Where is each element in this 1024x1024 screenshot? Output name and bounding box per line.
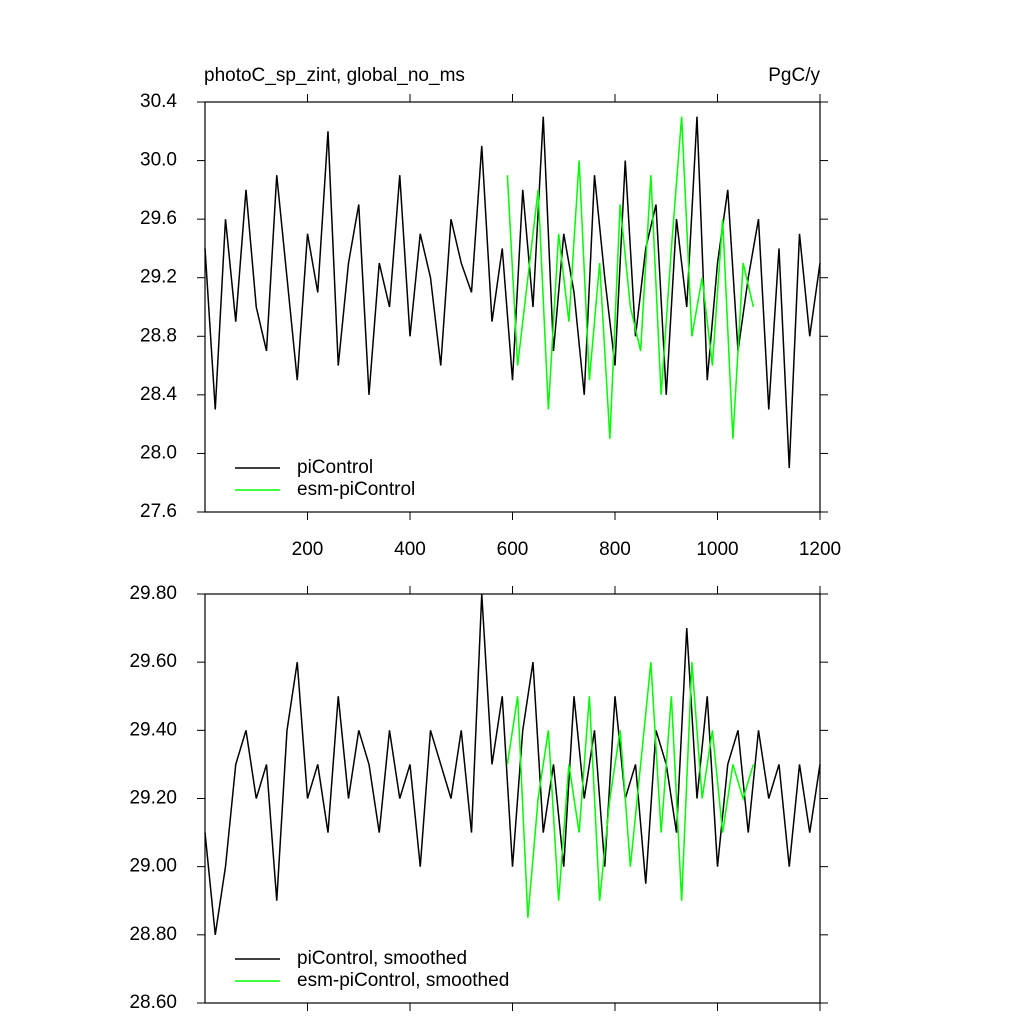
y-tick-label: 30.4	[140, 91, 177, 112]
data-line	[506, 116, 755, 439]
x-tick-label: 400	[394, 539, 426, 560]
y-tick-label: 29.60	[129, 651, 177, 672]
legend-label: esm-piControl, smoothed	[297, 970, 509, 991]
x-tick-label: 1000	[696, 539, 738, 560]
plot-frame	[204, 101, 821, 513]
y-tick-label: 28.4	[140, 384, 177, 405]
y-tick-label: 28.8	[140, 325, 177, 346]
y-tick-label: 29.80	[129, 583, 177, 604]
legend-label: piControl, smoothed	[297, 948, 467, 969]
x-tick-label: 800	[599, 539, 631, 560]
legend-label: esm-piControl	[297, 479, 415, 500]
y-tick-label: 29.40	[129, 719, 177, 740]
y-tick-label: 29.6	[140, 208, 177, 229]
y-tick-label: 27.6	[140, 501, 177, 522]
data-line	[506, 662, 755, 918]
y-tick-label: 28.0	[140, 442, 177, 463]
chart-title: photoC_sp_zint, global_no_ms	[204, 65, 465, 86]
data-line	[204, 116, 821, 469]
x-tick-label: 200	[292, 539, 324, 560]
y-tick-label: 30.0	[140, 150, 177, 171]
y-tick-label: 29.00	[129, 856, 177, 877]
x-tick-label: 600	[497, 539, 529, 560]
y-tick-label: 28.60	[129, 992, 177, 1013]
y-tick-label: 28.80	[129, 924, 177, 945]
data-line	[204, 593, 821, 935]
x-tick-label: 1200	[799, 539, 841, 560]
y-tick-label: 29.2	[140, 267, 177, 288]
legend-label: piControl	[297, 457, 373, 478]
y-tick-label: 29.20	[129, 788, 177, 809]
units-label: PgC/y	[768, 65, 820, 86]
